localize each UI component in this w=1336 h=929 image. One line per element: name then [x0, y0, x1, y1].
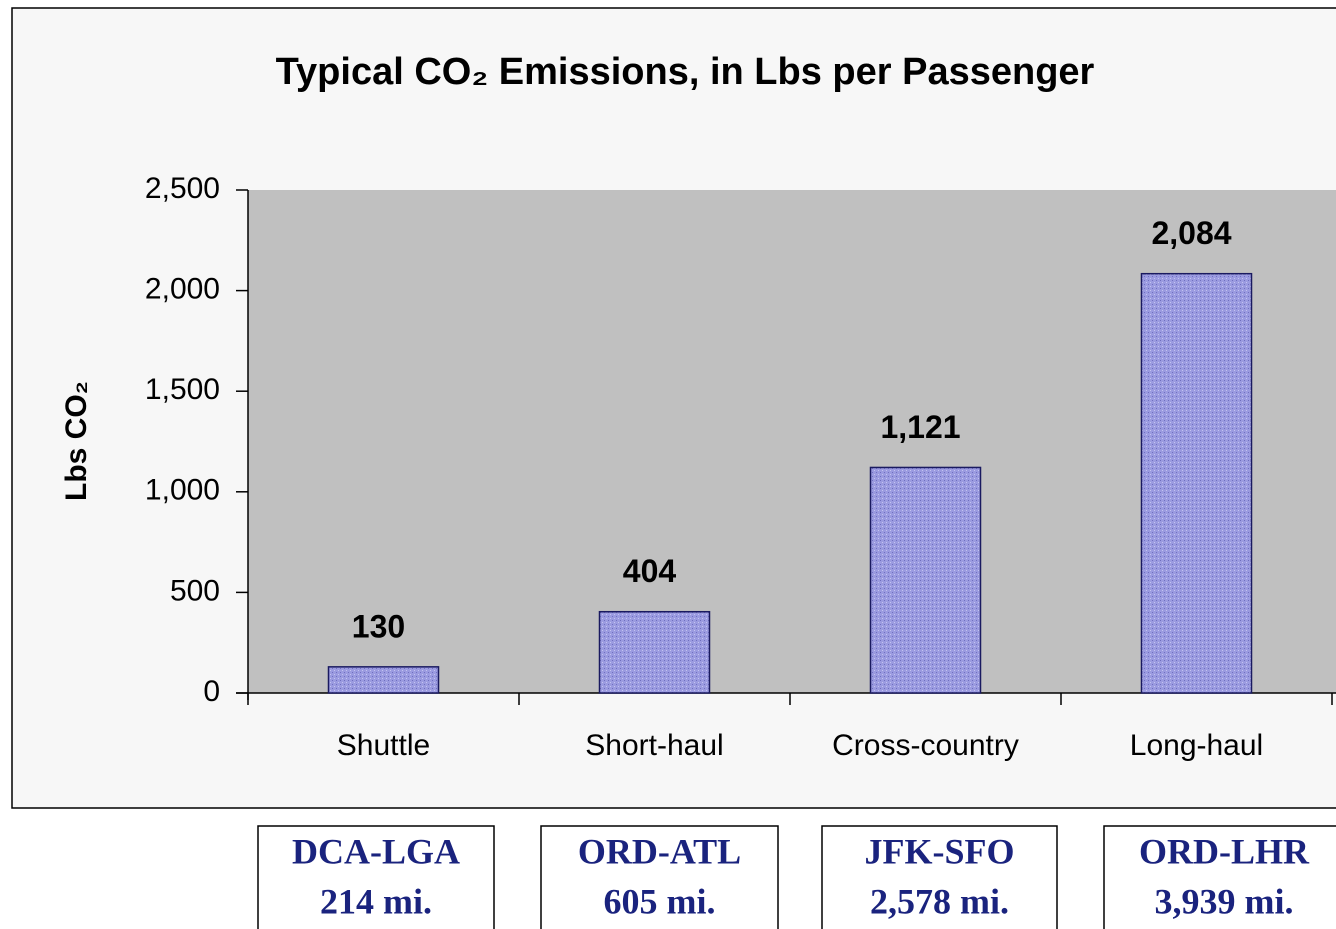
- bar: [598, 610, 711, 694]
- y-tick-label: 500: [170, 574, 220, 607]
- x-tick-label: Shuttle: [337, 729, 430, 762]
- route-name: JFK-SFO: [865, 831, 1015, 871]
- route-name: ORD-LHR: [1139, 831, 1310, 871]
- x-tick-label: Long-haul: [1130, 729, 1263, 762]
- data-label: 1,121: [880, 409, 960, 445]
- route-distance: 3,939 mi.: [1155, 881, 1294, 921]
- chart-title: Typical CO₂ Emissions, in Lbs per Passen…: [276, 51, 1095, 93]
- y-tick-label: 1,000: [145, 474, 220, 507]
- x-tick-label: Cross-country: [832, 729, 1019, 762]
- y-tick-label: 2,500: [145, 172, 220, 205]
- y-tick-label: 2,000: [145, 273, 220, 306]
- route-distance: 214 mi.: [320, 881, 432, 921]
- y-tick-label: 0: [203, 675, 220, 708]
- x-tick-label: Short-haul: [585, 729, 723, 762]
- y-axis-label: Lbs CO₂: [60, 381, 93, 501]
- bar: [327, 666, 440, 694]
- data-label: 404: [623, 553, 677, 589]
- route-box: [1103, 825, 1336, 929]
- data-label: 2,084: [1151, 215, 1231, 251]
- y-tick-label: 1,500: [145, 373, 220, 406]
- bar: [1140, 272, 1253, 694]
- route-name: DCA-LGA: [292, 831, 460, 871]
- route-distance: 2,578 mi.: [870, 881, 1009, 921]
- bar: [869, 466, 982, 694]
- route-box: [540, 825, 779, 929]
- route-distance: 605 mi.: [604, 881, 716, 921]
- route-box: [257, 825, 495, 929]
- data-label: 130: [352, 608, 405, 644]
- route-box: [821, 825, 1058, 929]
- route-name: ORD-ATL: [578, 831, 741, 871]
